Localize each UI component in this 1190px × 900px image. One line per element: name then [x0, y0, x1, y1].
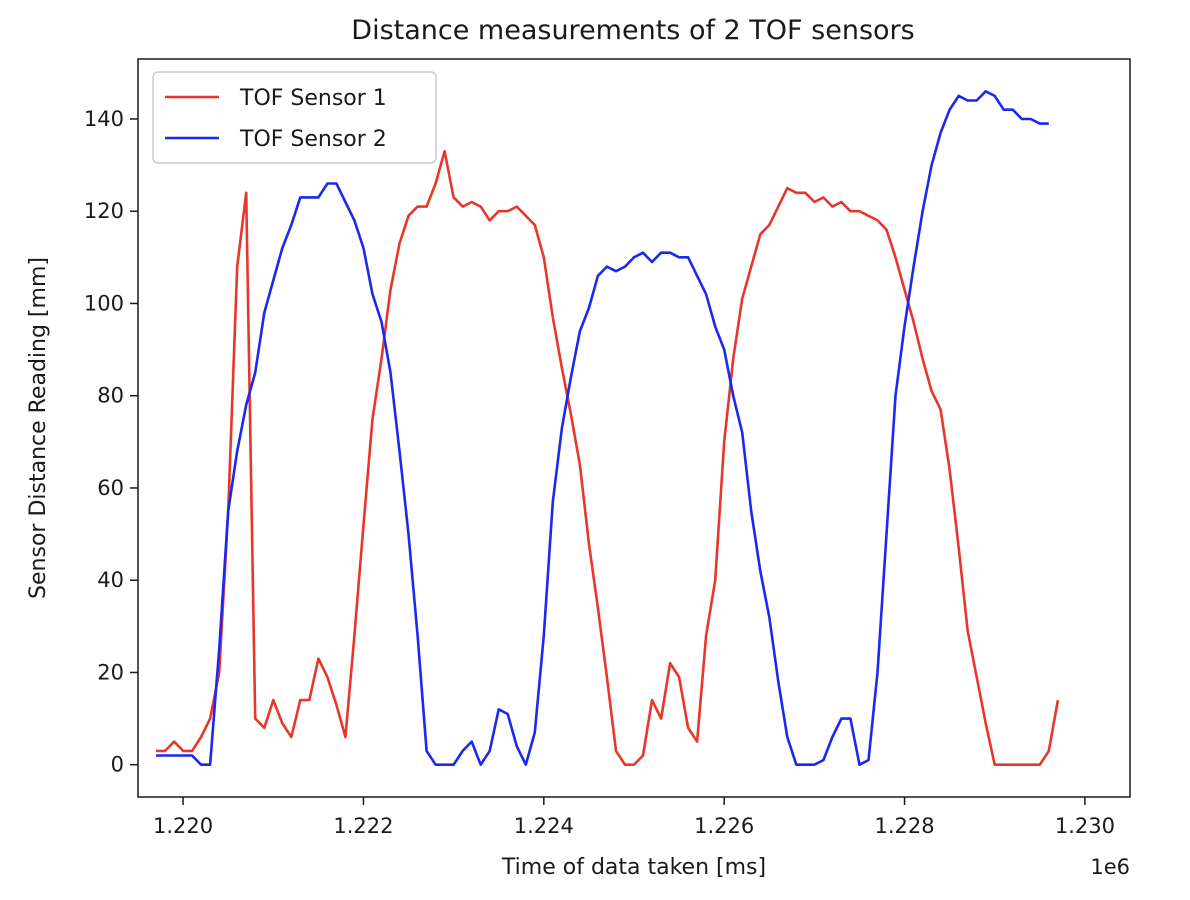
legend-label: TOF Sensor 1: [239, 86, 387, 111]
y-tick-label: 140: [84, 107, 124, 131]
x-tick-label: 1.228: [874, 814, 934, 838]
y-tick-label: 20: [97, 660, 124, 684]
x-axis-label: Time of data taken [ms]: [501, 855, 766, 880]
legend-label: TOF Sensor 2: [239, 127, 387, 152]
series-line-2: [156, 90, 1049, 766]
y-axis-label: Sensor Distance Reading [mm]: [26, 257, 51, 599]
plot-area: [137, 58, 1131, 798]
x-tick-label: 1.226: [694, 814, 754, 838]
x-tick-label: 1.220: [153, 814, 213, 838]
x-axis: 1.220 1.222 1.224 1.226 1.228 1.230: [153, 797, 1115, 838]
y-tick-label: 120: [84, 199, 124, 223]
y-axis: 0 20 40 60 80 100 120 140: [84, 107, 138, 777]
x-tick-label: 1.230: [1055, 814, 1115, 838]
x-tick-label: 1.224: [514, 814, 574, 838]
series-layer: [156, 90, 1060, 766]
y-tick-label: 100: [84, 291, 124, 315]
legend-box: [152, 71, 437, 164]
chart-title: Distance measurements of 2 TOF sensors: [351, 15, 914, 46]
y-tick-label: 0: [111, 753, 124, 777]
y-tick-label: 40: [97, 568, 124, 592]
y-tick-label: 60: [97, 476, 124, 500]
plot-background: [138, 59, 1130, 797]
x-axis-offset-label: 1e6: [1090, 855, 1130, 879]
legend: TOF Sensor 1 TOF Sensor 2: [152, 71, 437, 164]
plot-frame: [137, 58, 1131, 798]
y-tick-label: 80: [97, 384, 124, 408]
x-tick-label: 1.222: [333, 814, 393, 838]
